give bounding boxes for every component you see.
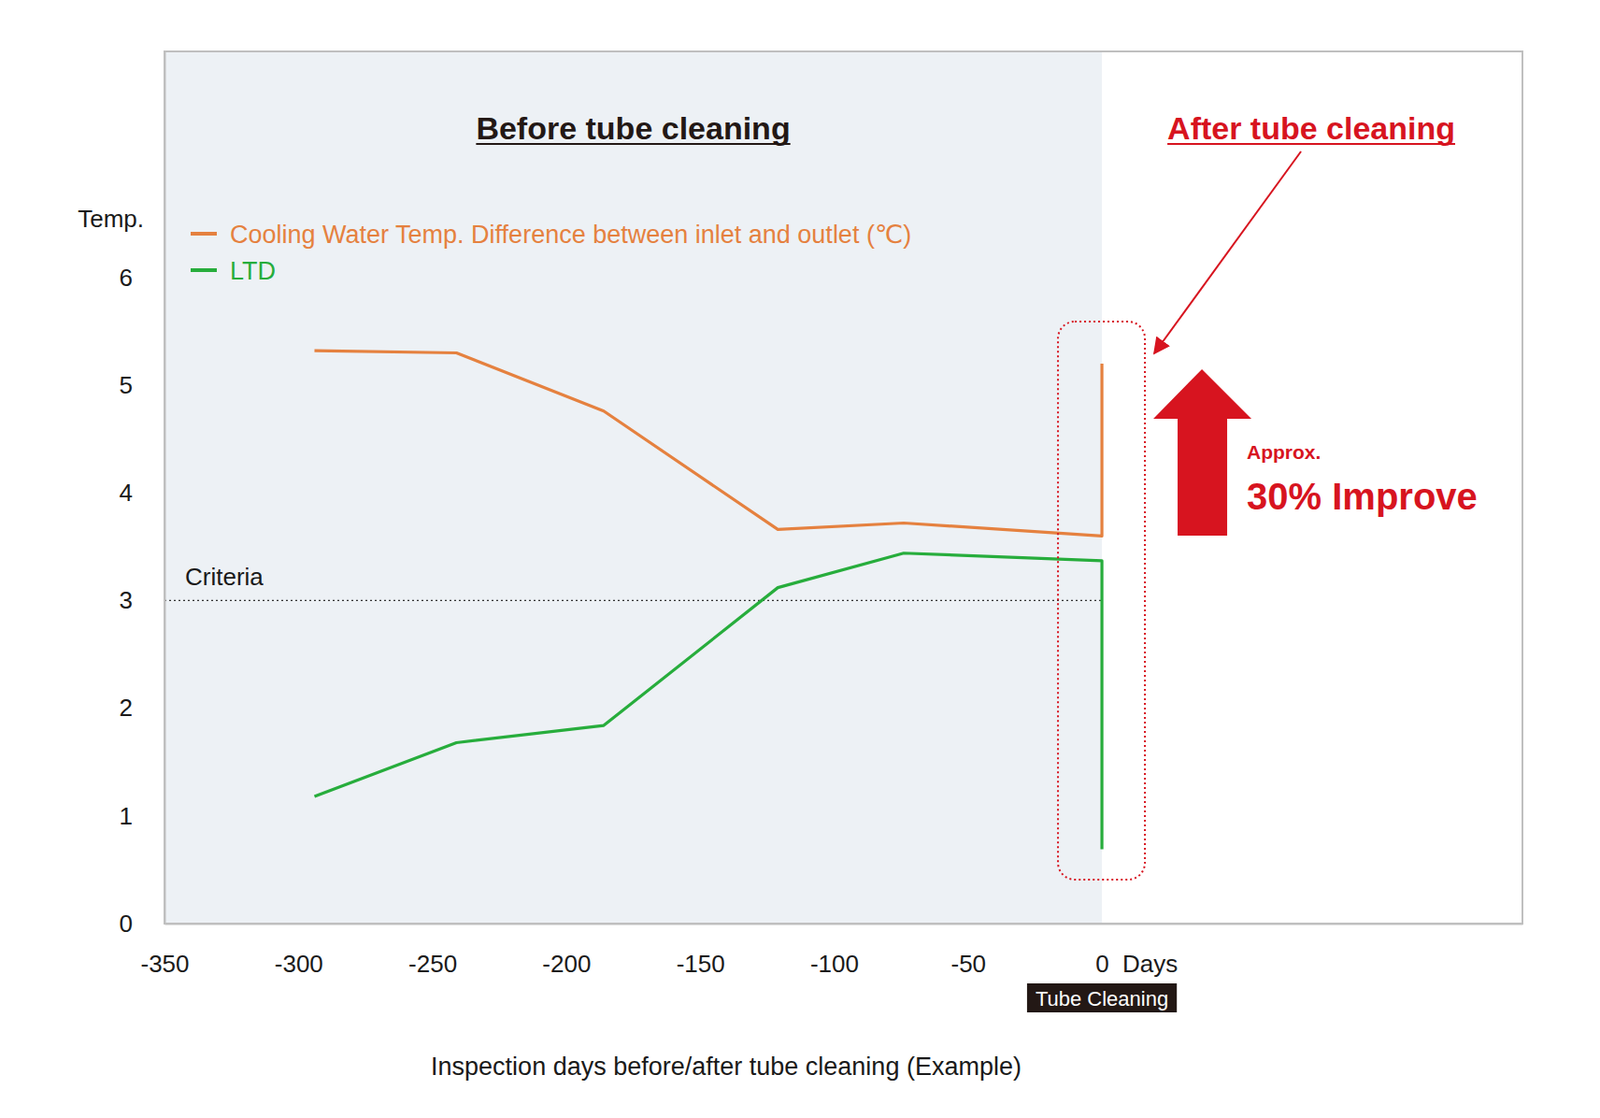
event-label-text: Tube Cleaning <box>1035 986 1169 1011</box>
event-label-box <box>1027 983 1177 1013</box>
y-tick-label: 4 <box>119 478 133 507</box>
x-tick-label: -50 <box>950 949 986 978</box>
plot-frame <box>164 51 1523 924</box>
series-line <box>314 350 1102 536</box>
improve-arrow <box>1153 369 1252 536</box>
x-tick-label: -100 <box>810 949 859 978</box>
y-tick-label: 0 <box>119 909 133 938</box>
after-label: After tube cleaning <box>1167 110 1456 146</box>
y-tick-label: 5 <box>119 371 133 400</box>
y-tick-label: 1 <box>119 801 133 830</box>
y-axis-title: Temp. <box>77 204 144 233</box>
after-label-underline <box>1167 142 1456 145</box>
y-tick: 1 <box>119 801 165 830</box>
x-tick-label: -350 <box>140 949 189 978</box>
x-axis-title: Inspection days before/after tube cleani… <box>430 1052 1022 1081</box>
y-tick-label: 2 <box>119 693 133 722</box>
x-tick-label: 0 <box>1095 949 1109 978</box>
legend-swatch <box>190 268 217 272</box>
x-tick: -100 <box>810 923 859 978</box>
x-tick-label: -200 <box>542 949 591 978</box>
y-axis: 0 1 2 3 4 5 6 <box>119 52 166 938</box>
x-tick-label: -150 <box>676 949 726 978</box>
before-label: Before tube cleaning <box>475 110 790 146</box>
x-tick: -50 <box>950 923 986 978</box>
before-label-underline <box>475 142 790 145</box>
x-tick: -250 <box>408 923 458 978</box>
reference-line-label: Criteria <box>185 562 264 591</box>
plot-area <box>164 51 1102 924</box>
chart-root: -350 -300 -250 -200 -150 -100 -50 0 0 1 2 3 4 5 6 Temp.… <box>0 0 1600 1118</box>
x-tick: -300 <box>274 923 324 978</box>
series-line <box>314 553 1102 850</box>
event-label: Tube Cleaning <box>1027 983 1177 1013</box>
pointer-line <box>1154 151 1301 354</box>
x-tick-label: -300 <box>274 949 324 978</box>
improve-label: 30% Improve <box>1246 475 1478 517</box>
x-tick: -200 <box>542 923 591 978</box>
x-tick-label: -250 <box>408 949 458 978</box>
reference-line <box>164 600 1102 601</box>
x-axis: -350 -300 -250 -200 -150 -100 -50 0 <box>140 923 1523 978</box>
shaded-region <box>164 51 1102 924</box>
y-tick-label: 3 <box>119 585 133 615</box>
y-tick: 0 <box>119 909 165 938</box>
legend-label: Cooling Water Temp. Difference between i… <box>229 220 912 249</box>
approx-label: Approx. <box>1246 441 1321 463</box>
x-tick: -150 <box>676 923 726 978</box>
legend-swatch <box>190 231 217 236</box>
highlight-box <box>1057 321 1145 880</box>
x-tick: 0 <box>1095 923 1109 978</box>
x-tick: -350 <box>140 923 189 978</box>
legend-label: LTD <box>229 257 276 286</box>
x-unit-label: Days <box>1122 949 1178 978</box>
y-tick: 5 <box>119 371 165 400</box>
y-axis-line <box>164 52 167 925</box>
legend: Cooling Water Temp. Difference between i… <box>190 220 912 286</box>
y-tick-label: 6 <box>119 263 133 292</box>
x-axis-line <box>165 923 1524 926</box>
y-tick: 2 <box>119 693 165 722</box>
y-tick: 4 <box>119 478 165 507</box>
y-tick: 6 <box>119 263 165 292</box>
y-tick: 3 <box>119 585 165 615</box>
